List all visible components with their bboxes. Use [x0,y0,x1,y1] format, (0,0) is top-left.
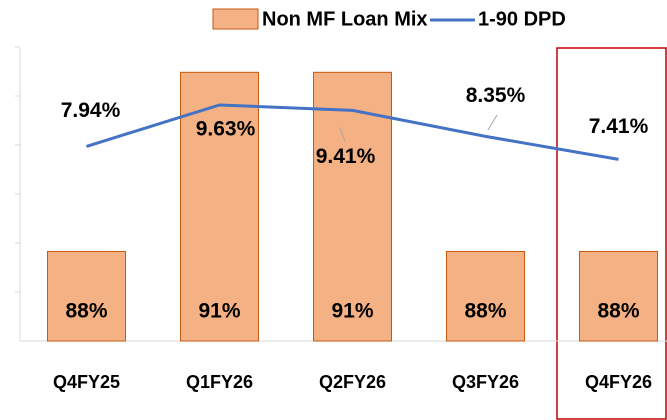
bar [180,71,259,342]
line-label: 9.63% [196,118,256,141]
x-tick-label: Q4FY25 [53,372,120,392]
bar [579,250,658,342]
highlight-box [556,47,667,420]
bar [313,71,392,342]
legend-label: Non MF Loan Mix [262,8,428,30]
bar-label: 91% [198,300,240,323]
line [86,103,619,161]
line-label: 7.94% [61,99,121,122]
x-tick-label: Q1FY26 [186,372,253,392]
legend: Non MF Loan Mix 1-90 DPD [212,8,566,30]
x-tick-label: Q2FY26 [319,372,386,392]
bar-label: 91% [331,300,373,323]
bar-label: 88% [597,300,639,323]
line-label: 9.41% [316,145,376,168]
bar [446,250,525,342]
legend-swatch [212,8,259,30]
bar [47,250,126,342]
x-tick-label: Q3FY26 [452,372,519,392]
bar-label: 88% [464,300,506,323]
bar-label: 88% [65,300,107,323]
line-label: 8.35% [466,84,526,107]
label-leader [339,127,346,142]
label-leader [487,114,498,131]
line-label: 7.41% [589,115,649,138]
legend-label: 1-90 DPD [478,8,566,30]
x-tick-label: Q4FY26 [585,372,652,392]
